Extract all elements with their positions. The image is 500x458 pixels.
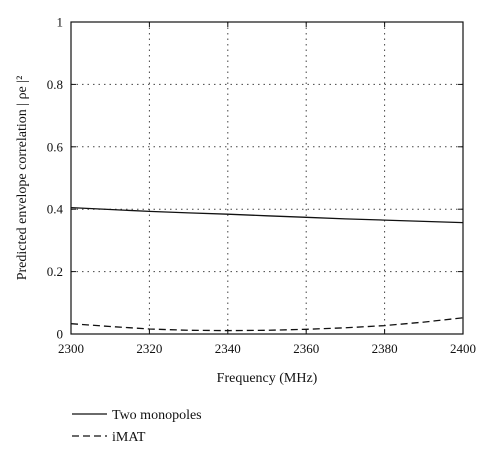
grid: [71, 22, 463, 334]
y-axis-ticks: 0 0.2 0.4 0.6 0.8 1: [47, 15, 463, 342]
x-tick-label: 2380: [372, 341, 398, 356]
y-tick-label: 0.8: [47, 77, 63, 92]
y-tick-label: 0.6: [47, 139, 64, 154]
legend: Two monopoles iMAT: [72, 408, 202, 445]
y-tick-label: 1: [57, 15, 64, 30]
series-line-imat: [70, 317, 464, 332]
x-tick-label: 2340: [215, 341, 241, 356]
y-tick-label: 0.2: [47, 264, 63, 279]
plot-frame: [70, 21, 464, 335]
series-line-two-monopoles: [70, 206, 464, 224]
x-tick-label: 2400: [450, 341, 476, 356]
x-tick-label: 2320: [136, 341, 162, 356]
x-tick-label: 2300: [58, 341, 84, 356]
legend-label: Two monopoles: [112, 408, 202, 423]
x-axis-ticks: 2300 2320 2340 2360 2380 2400: [58, 22, 476, 356]
legend-label: iMAT: [112, 430, 146, 445]
y-tick-label: 0.4: [47, 202, 64, 217]
y-tick-label: 0: [57, 327, 64, 342]
series-layer: [70, 206, 464, 332]
x-axis-label: Frequency (MHz): [217, 371, 318, 386]
x-tick-label: 2360: [293, 341, 319, 356]
y-axis-label: Predicted envelope correlation | ρe |²: [15, 76, 30, 281]
